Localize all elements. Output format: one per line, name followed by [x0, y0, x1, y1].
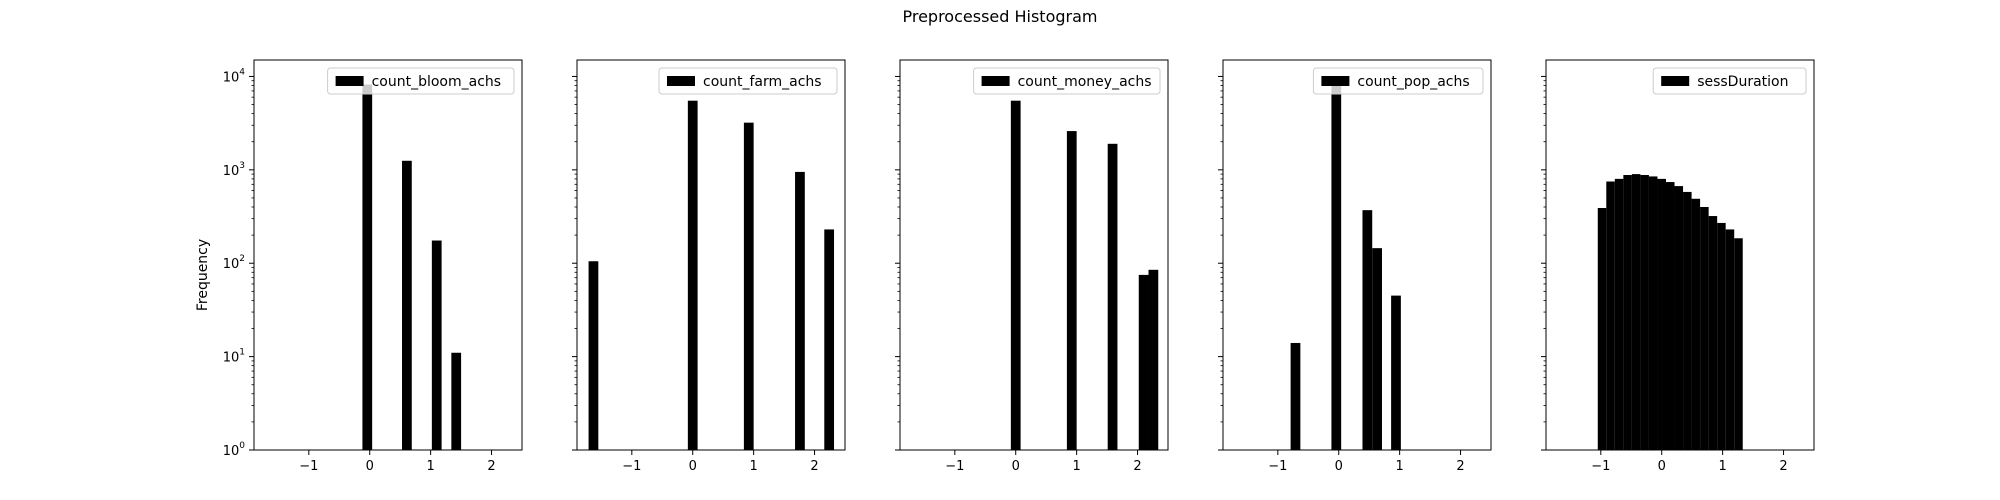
x-tick-label: 2 — [1133, 459, 1141, 474]
subplot-count_pop_achs: −1 0 1 2 count_pop_achs — [1218, 59, 1492, 474]
histogram-bar — [1708, 216, 1718, 450]
y-tick-label: 101 — [223, 348, 245, 366]
x-tick-label: 0 — [366, 459, 374, 474]
x-tick-label: 2 — [1779, 459, 1787, 474]
histogram-bar — [1606, 181, 1615, 450]
subplot-count_money_achs: −1 0 1 2 count_money_achs — [895, 59, 1169, 474]
histogram-bar — [451, 352, 462, 450]
legend-box — [1652, 67, 1807, 95]
histogram-bar — [1631, 174, 1641, 451]
x-tick-label: 0 — [689, 459, 697, 474]
legend-box — [973, 67, 1161, 95]
x-tick-label: 1 — [426, 459, 434, 474]
legend: count_farm_achs — [658, 67, 838, 95]
histogram-bar — [1623, 175, 1632, 450]
legend-box — [658, 67, 838, 95]
histogram-bar — [1597, 208, 1607, 450]
histogram-bar — [1290, 342, 1301, 450]
legend: sessDuration — [1652, 67, 1807, 95]
histogram-bar — [1614, 178, 1624, 450]
x-tick-label: 0 — [1012, 459, 1020, 474]
histogram-bar — [1148, 269, 1159, 450]
y-tick-label: 104 — [223, 67, 246, 85]
axes-frame — [899, 59, 1169, 451]
subplot-sessDuration: −1 0 1 2 sessDuration — [1541, 59, 1815, 474]
histogram-bar — [1717, 222, 1726, 450]
legend: count_bloom_achs — [327, 67, 515, 95]
x-tick-label: 2 — [810, 459, 818, 474]
histogram-bar — [687, 100, 698, 450]
histogram-bar — [1391, 295, 1401, 450]
histogram-bar — [1700, 207, 1709, 450]
histogram-bar — [1640, 175, 1649, 450]
legend-box — [1312, 67, 1484, 95]
x-tick-label: −1 — [945, 459, 964, 474]
histogram-bar — [795, 171, 805, 450]
histogram-bar — [1331, 83, 1342, 450]
subplot-count_farm_achs: −1 0 1 2 count_farm_achs — [572, 59, 846, 474]
axes-frame — [253, 59, 523, 451]
histogram-bar — [1734, 238, 1743, 450]
figure-title: Preprocessed Histogram — [902, 7, 1097, 26]
histogram-bar — [824, 229, 835, 450]
axes-frame — [1545, 59, 1815, 451]
legend-box — [327, 67, 515, 95]
y-axis-label: Frequency — [195, 239, 211, 311]
histogram-bar — [1648, 176, 1658, 450]
x-tick-label: −1 — [1268, 459, 1287, 474]
histogram-bar — [1683, 191, 1692, 450]
histogram-bar — [362, 84, 373, 451]
x-tick-label: 1 — [1072, 459, 1080, 474]
x-tick-label: 1 — [1718, 459, 1726, 474]
legend-label: sessDuration — [1697, 74, 1788, 90]
x-tick-label: −1 — [622, 459, 641, 474]
histogram-bar — [431, 240, 442, 450]
legend-swatch — [667, 76, 695, 86]
legend: count_pop_achs — [1312, 67, 1484, 95]
histogram-bar — [1138, 274, 1149, 450]
x-tick-label: 2 — [1456, 459, 1464, 474]
histogram-bar — [1066, 131, 1077, 450]
x-tick-label: −1 — [1591, 459, 1610, 474]
y-tick-label: 100 — [223, 441, 246, 459]
y-tick-label: 102 — [223, 254, 245, 272]
histogram-bar — [1657, 178, 1666, 450]
histogram-bar — [1691, 198, 1701, 450]
axes-frame — [576, 59, 846, 451]
subplot-count_bloom_achs: −1 0 1 2 100 101 102 103 104 count_bloom_achs — [223, 59, 523, 474]
histogram-bar — [1665, 182, 1675, 451]
x-tick-label: 2 — [487, 459, 495, 474]
x-tick-label: 1 — [749, 459, 757, 474]
x-tick-label: 0 — [1658, 459, 1666, 474]
y-tick-label: 103 — [223, 161, 245, 179]
histogram-bar — [1674, 186, 1684, 450]
histogram-bar — [1725, 229, 1735, 450]
histogram-bar — [1372, 248, 1382, 450]
legend-label: count_money_achs — [1018, 74, 1152, 90]
legend-label: count_farm_achs — [703, 74, 822, 90]
histogram-bar — [1010, 100, 1021, 450]
histogram-bar — [1107, 143, 1118, 451]
x-tick-label: 1 — [1395, 459, 1403, 474]
legend-swatch — [1661, 76, 1690, 86]
histogram-bar — [1362, 210, 1373, 450]
legend-swatch — [981, 76, 1010, 86]
legend-label: count_pop_achs — [1357, 74, 1469, 90]
x-tick-label: 0 — [1335, 459, 1343, 474]
histogram-bar — [588, 261, 599, 450]
histogram-bar — [743, 122, 754, 450]
x-tick-label: −1 — [299, 459, 318, 474]
legend-label: count_bloom_achs — [372, 74, 502, 90]
legend-swatch — [1321, 76, 1350, 86]
axes-frame — [1222, 59, 1492, 451]
legend-swatch — [335, 76, 364, 86]
legend: count_money_achs — [973, 67, 1161, 95]
histogram-bar — [402, 160, 412, 450]
